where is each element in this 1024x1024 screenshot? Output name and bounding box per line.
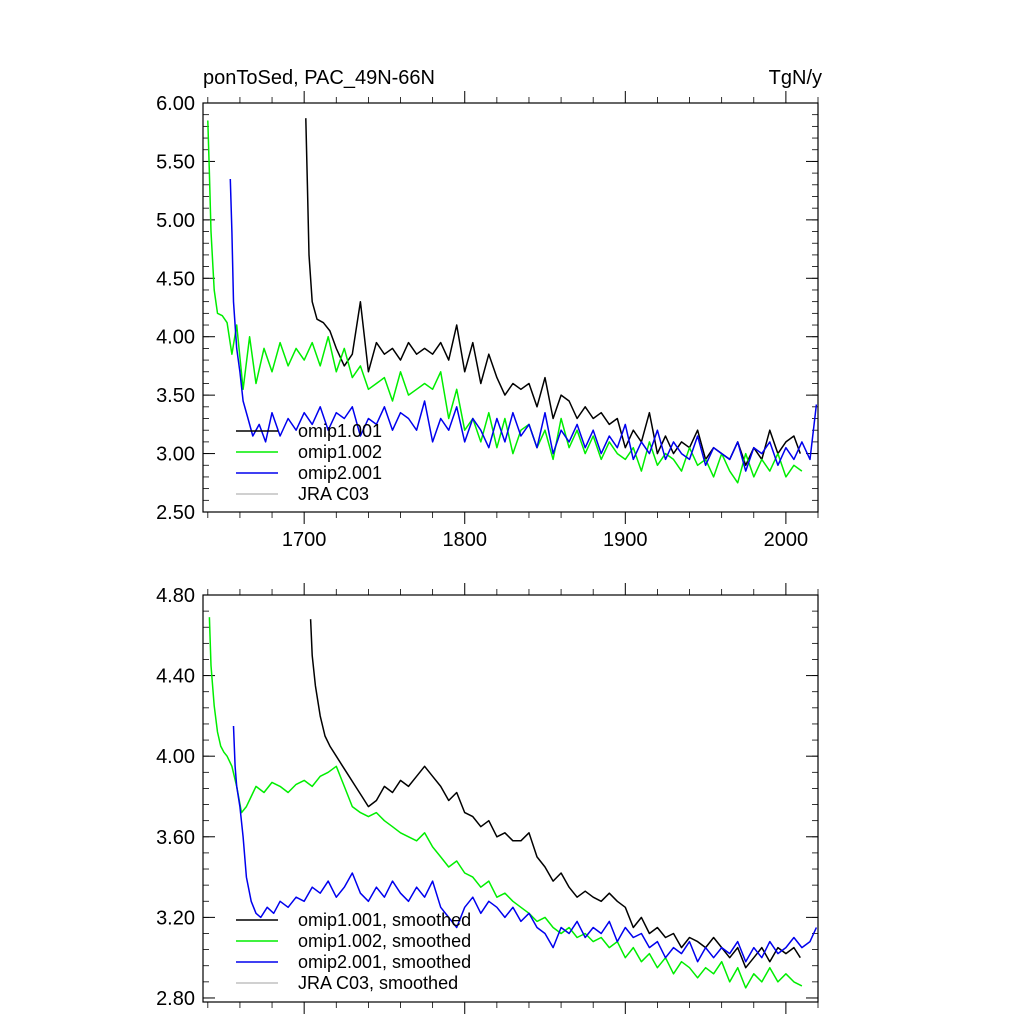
legend-label: omip1.002 (298, 442, 382, 462)
y-tick-label: 3.60 (156, 827, 195, 849)
series-line-omip2-001-smoothed (232, 725, 818, 963)
y-tick-label: 3.20 (156, 907, 195, 929)
y-tick-label: 4.00 (156, 746, 195, 768)
legend-label: omip1.001 (298, 421, 382, 441)
x-tick-label: 1700 (282, 529, 327, 551)
top-panel-units: TgN/y (769, 67, 822, 89)
series-line-omip1-001-smoothed (309, 619, 801, 969)
series-line-omip2-001 (229, 178, 818, 472)
y-tick-label: 4.80 (156, 585, 195, 607)
legend-label: omip2.001 (298, 463, 382, 483)
top-panel-title: ponToSed, PAC_49N-66N (203, 67, 435, 89)
y-tick-label: 4.40 (156, 666, 195, 688)
y-tick-label: 4.50 (156, 268, 195, 290)
y-tick-label: 3.50 (156, 385, 195, 407)
y-tick-label: 5.50 (156, 151, 195, 173)
x-tick-label: 1800 (442, 529, 487, 551)
x-tick-label: 1900 (603, 529, 648, 551)
legend-label: omip1.001, smoothed (298, 910, 471, 930)
legend-label: omip2.001, smoothed (298, 952, 471, 972)
legend-label: JRA C03, smoothed (298, 973, 458, 993)
plot-frame (202, 594, 819, 1003)
plot-frame (202, 102, 819, 513)
y-tick-label: 5.00 (156, 210, 195, 232)
y-tick-label: 3.00 (156, 444, 195, 466)
y-tick-label: 2.80 (156, 988, 195, 1010)
legend-label: omip1.002, smoothed (298, 931, 471, 951)
legend-label: JRA C03 (298, 484, 369, 504)
bottom-panel: 2.80 3.20 3.60 4.00 4.40 4.80 omip1.001, smoot… (156, 583, 819, 1014)
x-tick-label: 2000 (764, 529, 809, 551)
series-line-omip1-001 (305, 118, 802, 467)
y-tick-label: 2.50 (156, 502, 195, 524)
top-panel: ponToSed, PAC_49N-66N TgN/y 2.50 3.00 3.50… (156, 67, 822, 551)
series-line-omip1-002-smoothed (208, 617, 803, 989)
y-tick-label: 4.00 (156, 327, 195, 349)
series-line-omip1-002 (207, 120, 803, 484)
y-tick-label: 6.00 (156, 93, 195, 115)
